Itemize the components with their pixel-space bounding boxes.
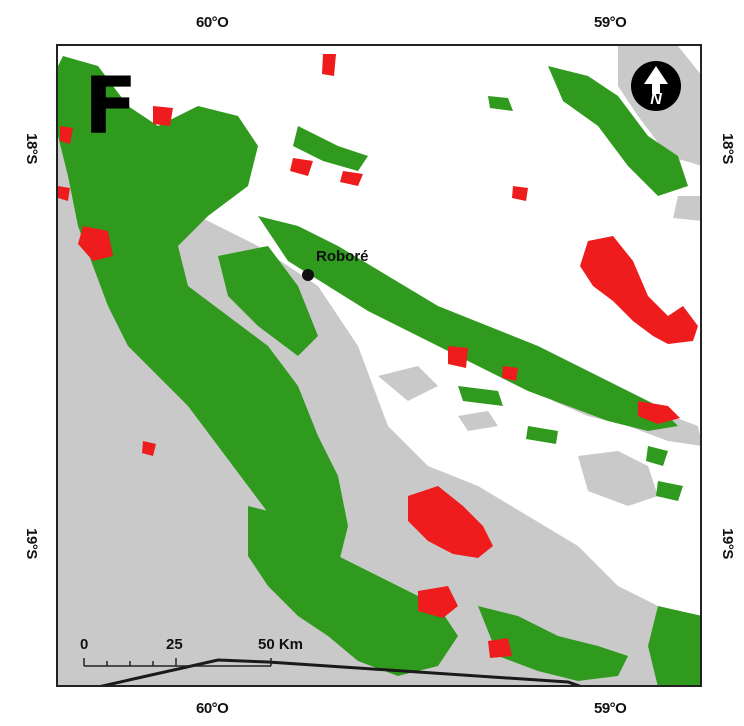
graticule-right-19s: 19°S	[718, 528, 736, 559]
scale-label-0: 0	[80, 636, 89, 653]
land-cover-map	[58, 46, 700, 685]
graticule-top-60w: 60°O	[196, 14, 229, 31]
panel-label: F	[84, 62, 138, 152]
map-frame[interactable]: F Roboré N 0 25 50 Km	[56, 44, 702, 687]
road-line	[100, 658, 582, 685]
scale-label-25: 25	[166, 636, 183, 653]
green-class-areas	[58, 56, 700, 685]
red-class-areas	[58, 54, 698, 658]
graticule-right-18s: 18°S	[718, 133, 736, 164]
graticule-left-18s: 18°S	[22, 133, 40, 164]
north-letter: N	[650, 91, 662, 108]
scale-bar: 0 25 50 Km	[76, 636, 306, 676]
graticule-left-19s: 19°S	[22, 528, 40, 559]
city-label-robore: Roboré	[316, 248, 369, 265]
scale-label-50: 50 Km	[258, 636, 304, 653]
graticule-bottom-60w: 60°O	[196, 700, 229, 717]
north-arrow-icon: N	[630, 60, 682, 112]
graticule-bottom-59w: 59°O	[594, 700, 627, 717]
city-marker	[302, 269, 314, 281]
graticule-top-59w: 59°O	[594, 14, 627, 31]
